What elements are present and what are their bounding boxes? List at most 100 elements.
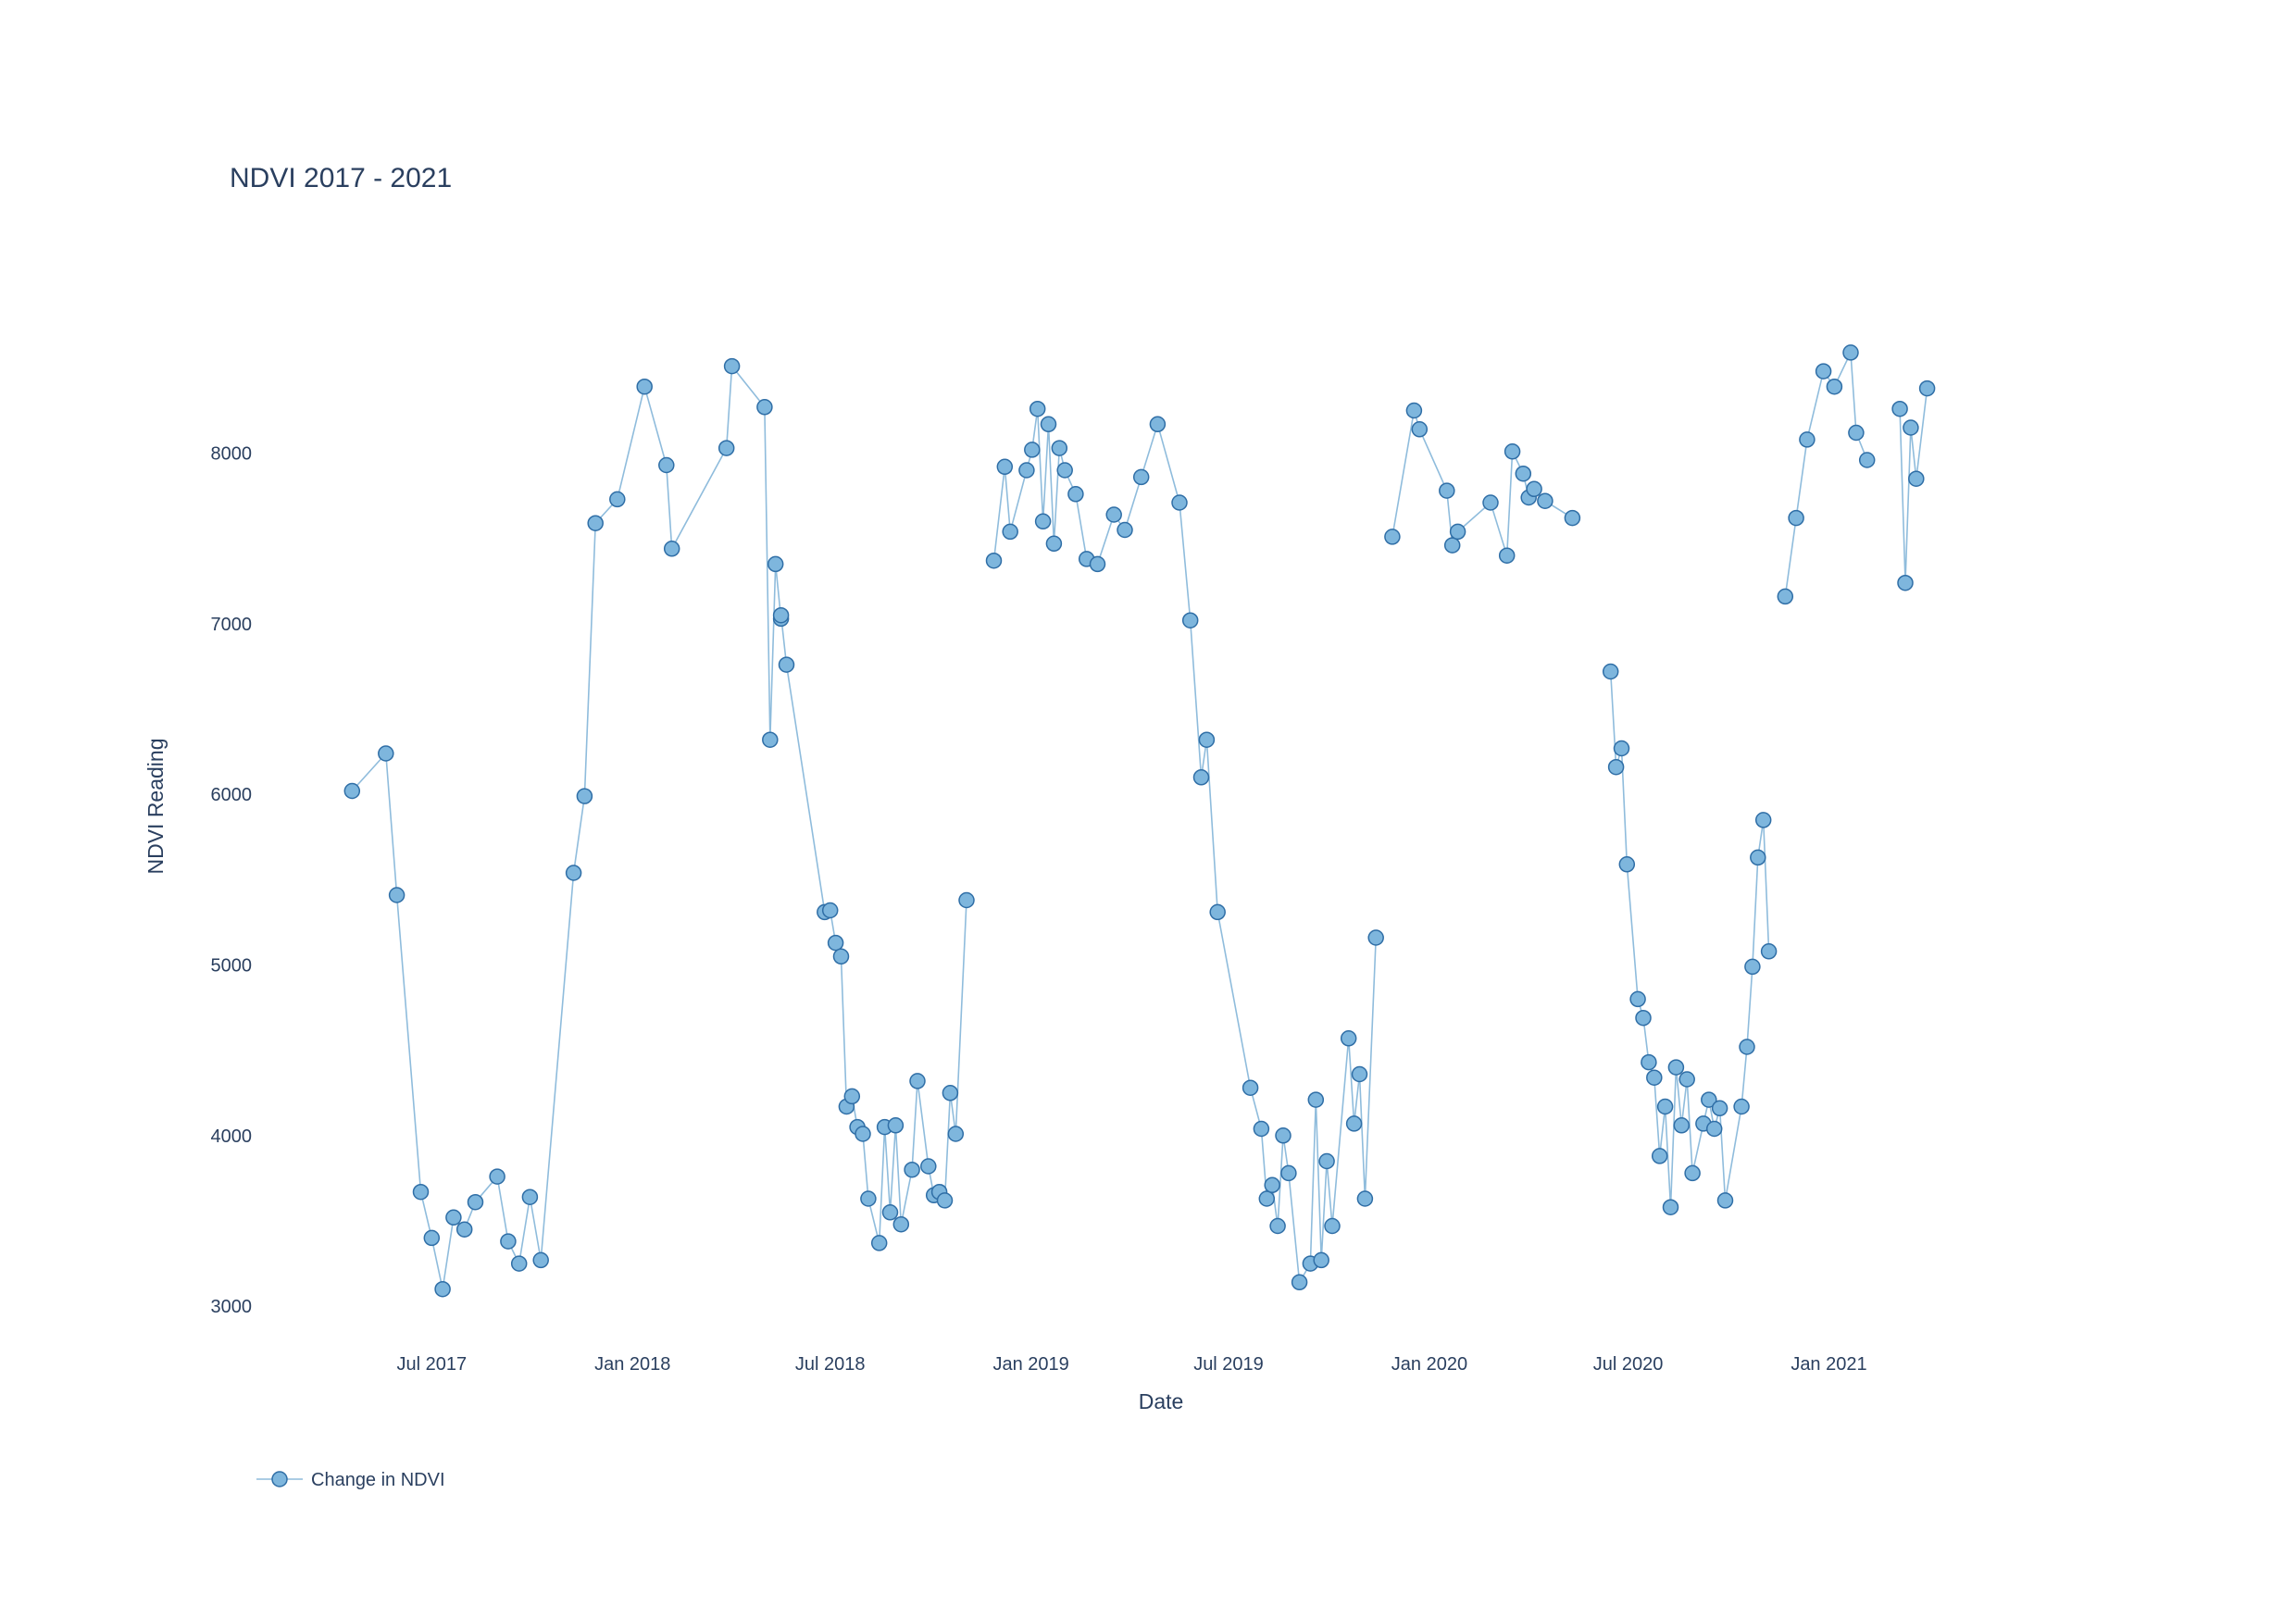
data-point	[1351, 1065, 1368, 1083]
data-point	[909, 1073, 926, 1089]
data-point	[892, 1215, 910, 1233]
data-point	[1701, 1091, 1717, 1108]
data-point	[1918, 380, 1936, 397]
y-tick-label: 6000	[211, 785, 253, 805]
x-axis-title: Date	[1139, 1389, 1184, 1413]
data-point	[1209, 903, 1226, 921]
data-point	[855, 1126, 871, 1142]
data-point	[1641, 1053, 1657, 1071]
y-tick-label: 8000	[211, 444, 253, 465]
data-point	[1716, 1192, 1734, 1209]
data-point	[1848, 424, 1865, 442]
data-point	[1739, 1039, 1755, 1055]
x-tick-label: Jan 2020	[1391, 1354, 1467, 1375]
data-point	[1443, 537, 1461, 554]
x-tick-label: Jul 2019	[1193, 1354, 1264, 1375]
data-point	[1149, 416, 1167, 433]
data-point	[1498, 547, 1516, 564]
data-point	[1181, 612, 1199, 629]
data-point	[378, 745, 394, 762]
x-tick-label: Jan 2021	[1791, 1354, 1866, 1375]
data-point	[423, 1229, 441, 1247]
data-point	[565, 865, 582, 881]
y-axis-ticks: 3000 4000 5000 6000 7000 8000	[211, 444, 253, 1318]
data-point	[1777, 588, 1794, 605]
data-point	[1788, 509, 1804, 527]
data-point	[1439, 482, 1455, 499]
data-point	[1799, 431, 1816, 448]
series-line	[1784, 349, 1868, 597]
data-point	[532, 1251, 549, 1269]
data-point	[1045, 535, 1063, 553]
legend[interactable]: Change in NDVI	[256, 1470, 445, 1490]
data-point	[881, 1204, 899, 1221]
data-point	[778, 656, 795, 673]
data-point	[1192, 769, 1210, 786]
data-point	[576, 788, 593, 804]
data-point	[1826, 378, 1843, 395]
data-point	[434, 1280, 451, 1298]
data-point	[1324, 1217, 1341, 1235]
series-markers	[343, 344, 1936, 1298]
y-tick-label: 7000	[211, 615, 253, 635]
data-point	[1711, 1100, 1728, 1117]
data-point	[1313, 1251, 1329, 1269]
data-point	[521, 1189, 539, 1205]
data-point	[1678, 1071, 1695, 1088]
x-tick-label: Jan 2019	[992, 1354, 1068, 1375]
legend-label: Change in NDVI	[311, 1470, 445, 1490]
data-point	[1198, 731, 1216, 748]
data-point	[1340, 1030, 1357, 1047]
data-point	[1307, 1091, 1325, 1108]
data-point	[756, 399, 773, 416]
data-point	[860, 1190, 877, 1207]
chart-title: NDVI 2017 - 2021	[230, 163, 452, 193]
data-point	[1662, 1199, 1679, 1215]
data-point	[1067, 486, 1084, 503]
data-point	[1646, 1069, 1663, 1086]
data-point	[1253, 1120, 1270, 1138]
data-point	[1018, 462, 1035, 479]
data-point	[1024, 442, 1041, 458]
data-point	[1345, 1115, 1363, 1132]
data-point	[1618, 856, 1636, 873]
data-point	[1842, 344, 1859, 361]
data-point	[1356, 1190, 1374, 1207]
y-tick-label: 4000	[211, 1126, 253, 1147]
data-point	[1602, 663, 1619, 680]
y-tick-label: 5000	[211, 956, 253, 977]
data-point	[1367, 929, 1384, 946]
data-point	[1733, 1098, 1750, 1115]
data-point	[455, 1221, 473, 1238]
data-point	[936, 1192, 954, 1209]
data-point	[1537, 492, 1554, 509]
data-point	[1411, 421, 1429, 438]
data-point	[609, 491, 626, 508]
data-point	[388, 887, 406, 903]
data-point	[510, 1255, 528, 1272]
data-point	[1105, 506, 1122, 523]
data-point	[1405, 402, 1423, 419]
data-point	[947, 1126, 965, 1142]
legend-marker-swatch	[271, 1471, 288, 1487]
data-point	[1515, 465, 1532, 482]
data-point	[1051, 440, 1068, 456]
data-point	[1449, 523, 1466, 541]
data-point	[1903, 419, 1919, 436]
data-point	[767, 555, 784, 573]
data-point	[1607, 758, 1625, 776]
data-point	[1280, 1164, 1297, 1182]
y-tick-label: 3000	[211, 1297, 253, 1317]
data-point	[1858, 452, 1876, 468]
data-point	[832, 948, 850, 965]
data-point	[920, 1158, 937, 1175]
data-point	[1635, 1009, 1652, 1027]
data-point	[1760, 943, 1778, 960]
data-point	[1275, 1127, 1292, 1144]
data-point	[1504, 443, 1521, 460]
data-point	[942, 1085, 959, 1101]
x-axis-ticks: Jul 2017 Jan 2018 Jul 2018 Jan 2019 Jul 2019…	[397, 1354, 1867, 1375]
data-point	[1744, 958, 1761, 976]
data-point	[827, 934, 844, 952]
data-point	[718, 440, 735, 456]
